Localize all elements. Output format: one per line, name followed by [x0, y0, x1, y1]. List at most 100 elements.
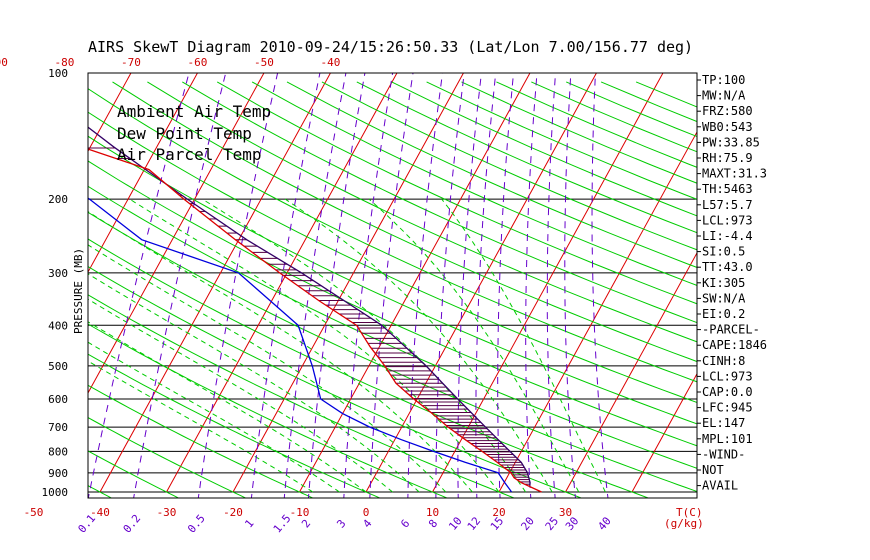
moist-adiabat-24: [202, 198, 527, 493]
index-25: NOT: [702, 463, 724, 477]
dry-adiabat-160: [286, 81, 697, 268]
mixing-ratio-tick-40: 40: [595, 514, 613, 533]
index-23: MPL:101: [702, 432, 753, 446]
index-17: CAPE:1846: [702, 338, 767, 352]
index-6: MAXT:31.3: [702, 167, 767, 181]
pressure-tick-700: 700: [48, 421, 68, 434]
mixing-ratio-line-0.5: [197, 73, 279, 498]
mixing-ratio-tick-8: 8: [426, 517, 440, 530]
bottom-temp-tick--10: -10: [290, 506, 310, 519]
index-14: SW:N/A: [702, 291, 746, 305]
dry-adiabat-230: [531, 81, 697, 153]
mixing-ratio-line-25: [546, 73, 556, 498]
index-15: EI:0.2: [702, 307, 745, 321]
mixing-ratio-tick-0.2: 0.2: [121, 512, 144, 536]
dry-adiabat-130: [182, 81, 697, 324]
dry-adiabat-50: [88, 211, 697, 493]
bottom-temp-tick--40: -40: [90, 506, 110, 519]
dry-adiabat-0: [88, 353, 382, 498]
moist-adiabat--4: [88, 341, 340, 493]
mixing-ratio-line-30: [564, 73, 576, 498]
mixing-ratio-unit-label: (g/kg): [664, 517, 704, 530]
dry-adiabat-210: [461, 81, 697, 184]
index-20: CAP:0.0: [702, 385, 753, 399]
pressure-tick-400: 400: [48, 319, 68, 332]
moist-adiabat--8: [88, 360, 314, 493]
dry-adiabat-40: [88, 238, 650, 498]
top-temp-tick--70: -70: [121, 56, 141, 69]
legend-ambient-air-temp: Ambient Air Temp: [117, 102, 271, 121]
chart-title: AIRS SkewT Diagram 2010-09-24/15:26:50.3…: [88, 38, 693, 56]
index-4: PW:33.85: [702, 135, 760, 149]
bottom-temp-tick-20: 20: [492, 506, 505, 519]
isotherm-0: [365, 73, 597, 493]
top-temp-tick--60: -60: [188, 56, 208, 69]
pressure-tick-900: 900: [48, 467, 68, 480]
pressure-tick-200: 200: [48, 193, 68, 206]
index-21: LFC:945: [702, 401, 753, 415]
y-axis-label: PRESSURE (MB): [72, 248, 85, 334]
index-1: MW:N/A: [702, 89, 746, 103]
mixing-ratio-tick-2: 2: [299, 517, 313, 530]
mixing-ratio-line-1: [250, 73, 321, 498]
moist-adiabat-32: [368, 198, 580, 493]
index-9: LCL:973: [702, 213, 753, 227]
mixing-ratio-line-15: [497, 73, 514, 498]
moist-adiabat-28: [284, 198, 553, 493]
pressure-tick-600: 600: [48, 393, 68, 406]
plot-frame: [87, 72, 698, 499]
top-temp-tick--80: -80: [55, 56, 75, 69]
legend-air-parcel-temp: Air Parcel Temp: [117, 145, 262, 164]
dry-adiabat--30: [88, 450, 180, 498]
mixing-ratio-tick-3: 3: [334, 517, 348, 530]
bottom-temp-tick--20: -20: [223, 506, 243, 519]
pressure-tick-1000: 1000: [42, 486, 69, 499]
moist-adiabat-4: [88, 298, 393, 493]
pressure-tick-300: 300: [48, 267, 68, 280]
pressure-tick-500: 500: [48, 360, 68, 373]
moist-adiabat-0: [88, 321, 367, 493]
index-7: TH:5463: [702, 182, 753, 196]
moist-adiabat-12: [88, 244, 447, 493]
mixing-ratio-line-40: [591, 73, 609, 498]
index-2: FRZ:580: [702, 104, 753, 118]
bottom-temp-tick-30: 30: [559, 506, 572, 519]
index-12: TT:43.0: [702, 260, 753, 274]
dry-adiabat--20: [88, 416, 247, 498]
isotherm--40: [99, 73, 331, 493]
mixing-ratio-line-1.5: [283, 73, 347, 498]
bottom-temp-tick--30: -30: [157, 506, 177, 519]
index-19: LCL:973: [702, 369, 753, 383]
bottom-temp-tick-0: 0: [363, 506, 370, 519]
index-13: KI:305: [702, 276, 745, 290]
isotherm-30: [565, 251, 697, 493]
index-11: SI:0.5: [702, 245, 745, 259]
mixing-ratio-tick-20: 20: [518, 514, 536, 533]
mixing-ratio-tick-1: 1: [242, 517, 256, 530]
top-temp-tick--40: -40: [321, 56, 341, 69]
mixing-ratio-line-10: [457, 73, 482, 498]
dry-adiabat-100: [88, 88, 697, 383]
isotherm--30: [166, 73, 398, 493]
dry-adiabat-20: [88, 294, 516, 498]
pressure-tick-800: 800: [48, 445, 68, 458]
mixing-ratio-tick-12: 12: [465, 515, 483, 534]
ambient-temp-trace: [88, 148, 542, 493]
mixing-ratio-tick-10: 10: [446, 514, 464, 533]
index-18: CINH:8: [702, 354, 745, 368]
dewpoint-trace: [88, 197, 513, 493]
index-24: -WIND-: [702, 447, 745, 461]
bottom-temp-tick--50: -50: [24, 506, 44, 519]
dry-adiabat-120: [147, 81, 697, 343]
index-0: TP:100: [702, 73, 745, 87]
mixing-ratio-line-3: [343, 73, 394, 498]
isotherm-40: [631, 372, 697, 493]
moist-adiabat-20: [129, 198, 500, 493]
index-8: L57:5.7: [702, 198, 753, 212]
index-22: EL:147: [702, 416, 745, 430]
top-temp-tick--90: -90: [0, 56, 8, 69]
isotherm-20: [498, 130, 697, 493]
top-temp-tick--50: -50: [254, 56, 274, 69]
isotherm--50: [88, 73, 265, 394]
